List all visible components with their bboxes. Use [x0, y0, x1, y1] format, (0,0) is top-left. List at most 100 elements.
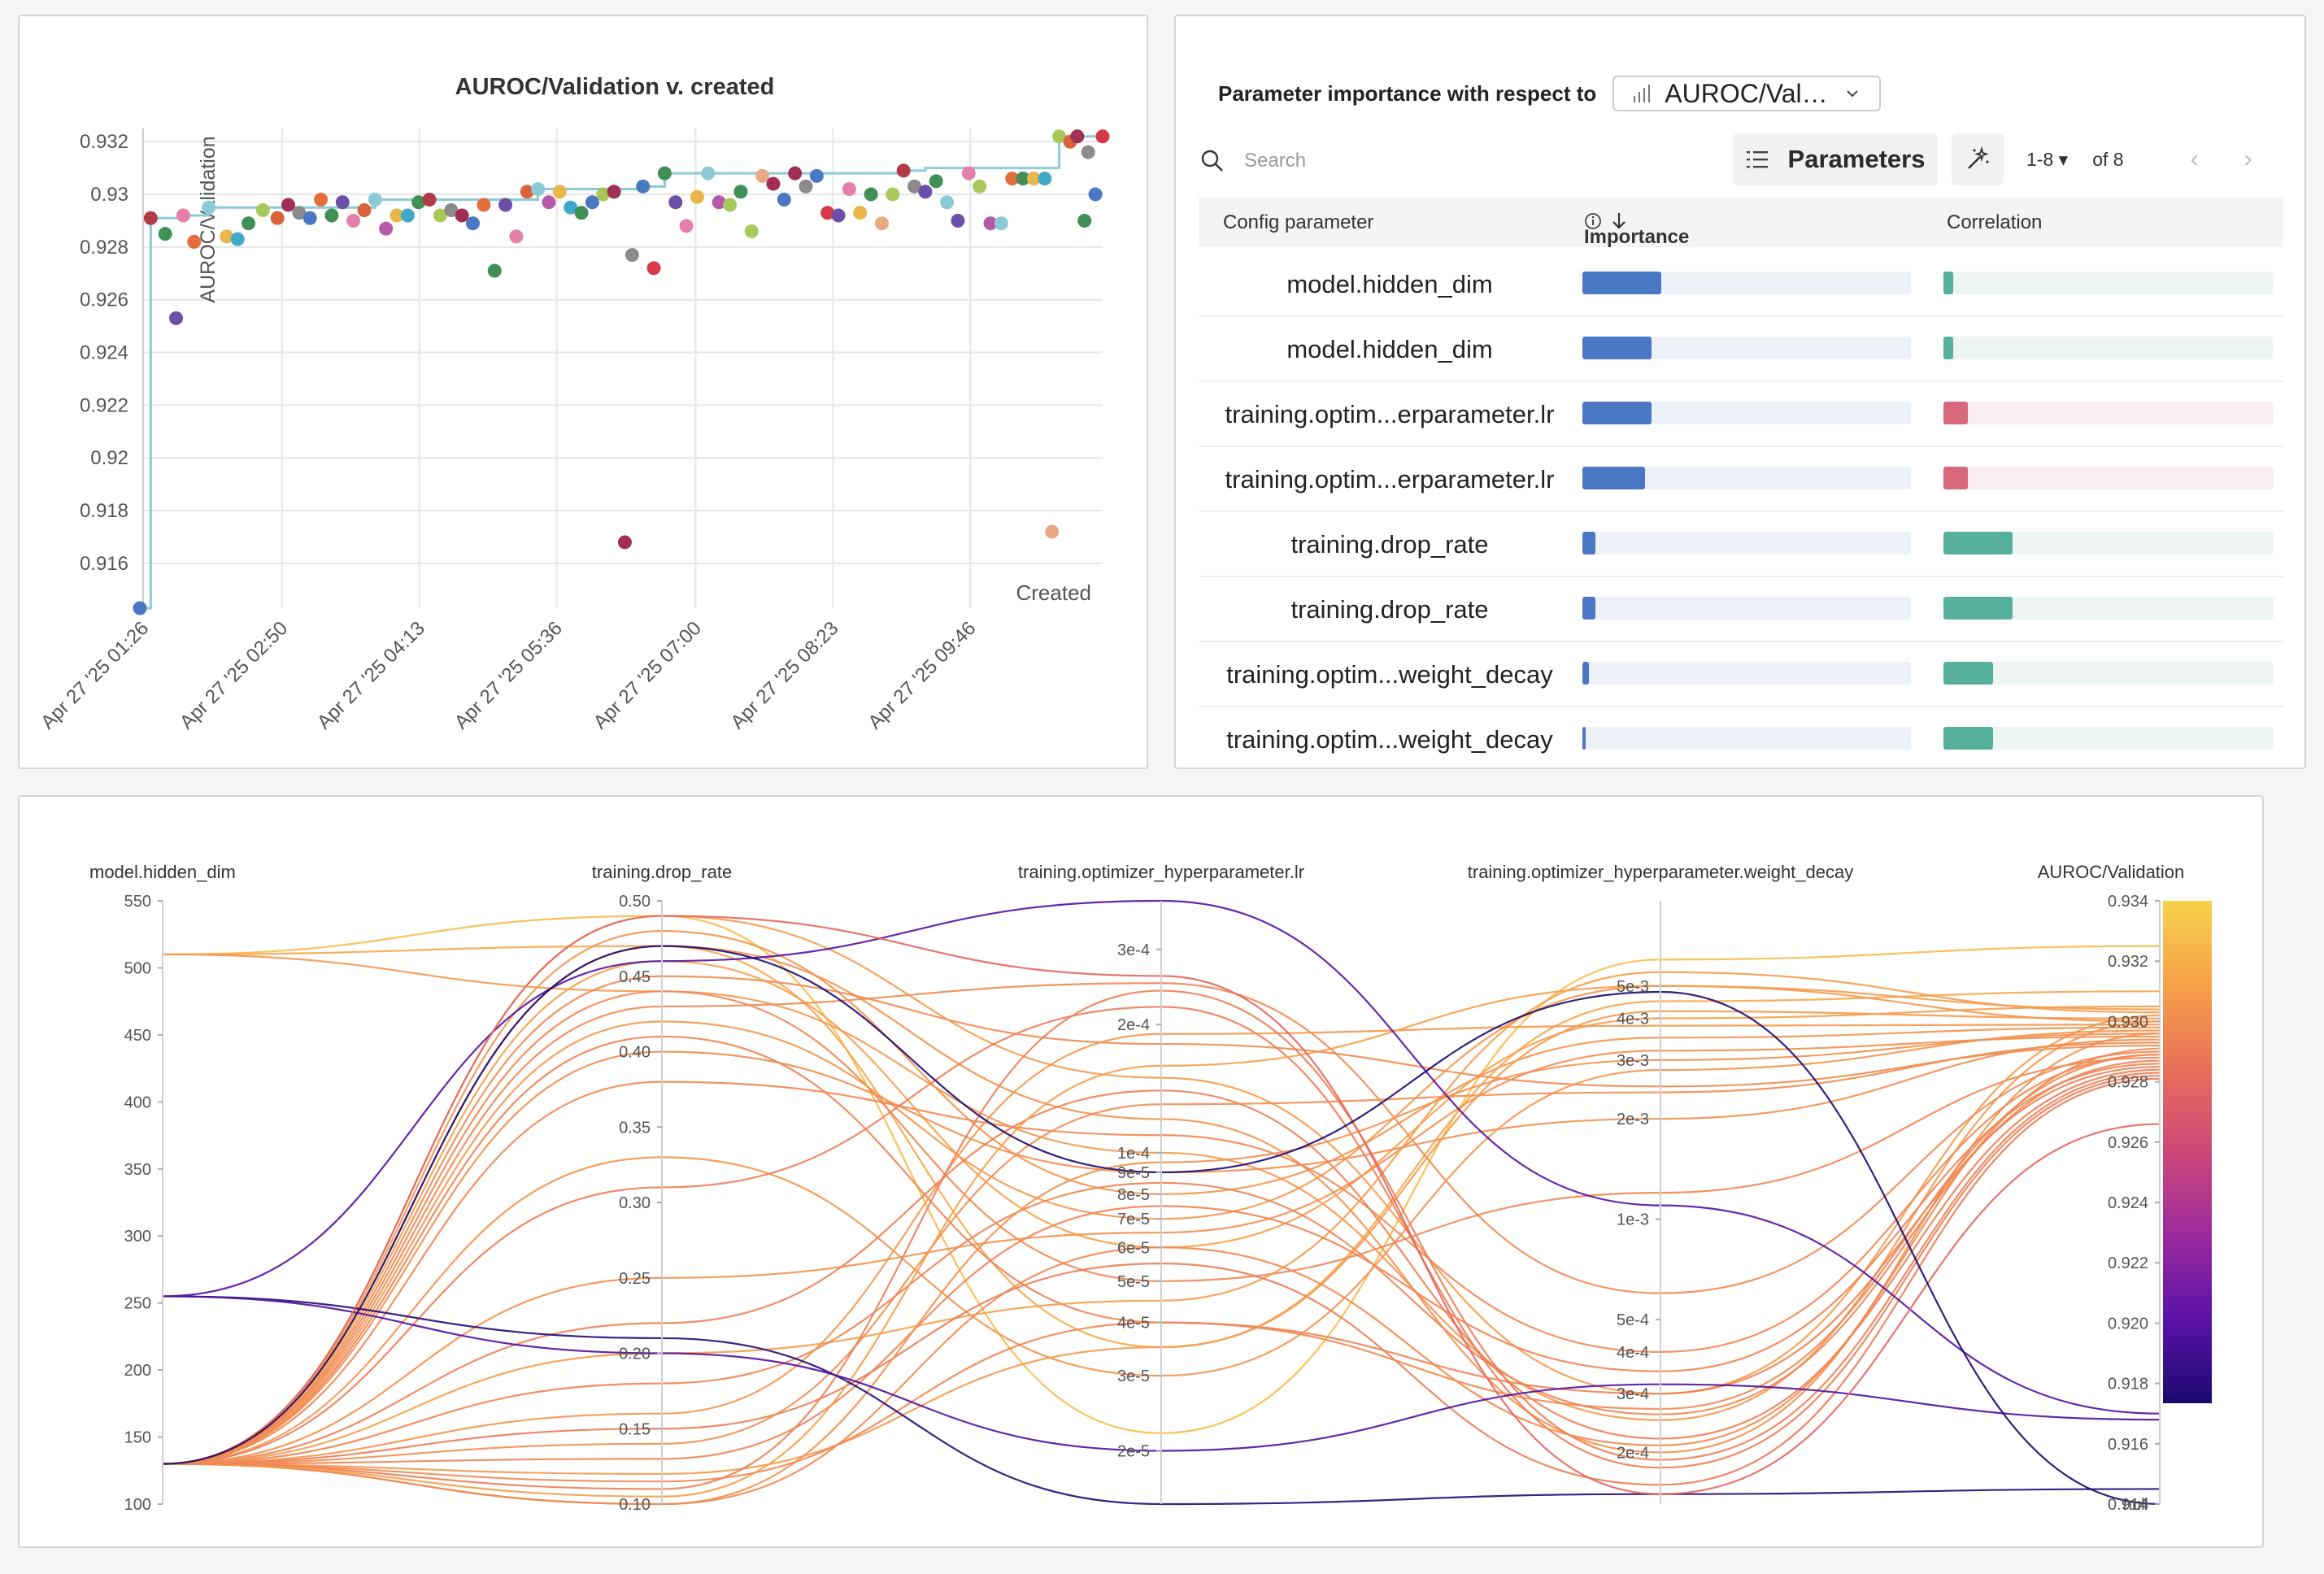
correlation-bar	[1943, 727, 1993, 750]
run-point	[400, 208, 415, 223]
axis-title: training.optimizer_hyperparameter.lr	[1018, 862, 1304, 882]
run-line	[162, 971, 2161, 1465]
run-line	[162, 1054, 2161, 1483]
run-point	[766, 176, 781, 191]
run-line	[162, 1006, 2161, 1469]
run-line	[162, 1038, 2161, 1465]
importance-bar	[1582, 402, 1652, 424]
run-point	[994, 216, 1008, 231]
importance-row[interactable]: training.optim...weight_decay	[1199, 644, 2283, 707]
y-tick-label: 0.928	[80, 237, 128, 259]
parallel-axis: training.optimizer_hyperparameter.lr 3e-4…	[1018, 862, 1304, 1504]
axis-tick-label: 250	[124, 1295, 151, 1313]
info-icon[interactable]	[1584, 212, 1602, 230]
importance-row[interactable]: training.optim...weight_decay	[1199, 709, 2283, 772]
correlation-bar-track	[1943, 337, 2274, 359]
run-point	[585, 195, 599, 210]
importance-row[interactable]: training.drop_rate	[1199, 514, 2283, 577]
axis-tick-label: 0.926	[2108, 1134, 2148, 1152]
run-point	[176, 208, 190, 223]
metric-select[interactable]: AUROC/Validat...	[1612, 76, 1882, 111]
axis-tick-label: 2e-5	[1117, 1442, 1150, 1460]
axis-tick-label: 1e-3	[1617, 1211, 1649, 1229]
axis-tick-label: 550	[124, 893, 151, 911]
run-line	[162, 1059, 2161, 1465]
col-config-parameter[interactable]: Config parameter	[1223, 211, 1374, 233]
importance-bar	[1582, 467, 1645, 489]
scatter-panel: AUROC/Validation v. created 0.932 0.93 0.92…	[18, 15, 1148, 769]
run-point	[831, 208, 846, 223]
importance-toolbar: Parameters 1-8 ▾ of 8 ‹ ›	[1200, 133, 2282, 189]
list-icon	[1746, 151, 1768, 168]
importance-row[interactable]: training.optim...erparameter.lr	[1199, 384, 2283, 447]
y-tick-label: 0.922	[80, 394, 128, 416]
importance-row[interactable]: model.hidden_dim	[1199, 319, 2283, 382]
run-point	[444, 202, 459, 217]
axis-tick-label: 350	[124, 1161, 151, 1179]
sort-arrow-down-icon[interactable]	[1610, 211, 1628, 231]
run-point	[335, 195, 350, 210]
importance-bar-track	[1582, 532, 1911, 554]
next-page-button[interactable]: ›	[2243, 146, 2252, 172]
run-point	[1052, 129, 1067, 144]
page-range-select[interactable]: 1-8 ▾	[2026, 148, 2069, 170]
axis-tick-label: 0.928	[2108, 1074, 2148, 1092]
axis-tick-label: 4e-4	[1617, 1344, 1649, 1362]
importance-row[interactable]: training.drop_rate	[1199, 579, 2283, 642]
auto-select-button[interactable]	[1952, 133, 2004, 185]
axis-tick-label: 2e-4	[1617, 1444, 1649, 1462]
importance-bar	[1582, 532, 1596, 554]
run-point	[983, 216, 998, 231]
axis-tick-label: 0.914	[2108, 1496, 2148, 1514]
importance-header: Parameter importance with respect to AUR…	[1218, 73, 1882, 114]
run-point	[596, 187, 611, 202]
metric-select-value: AUROC/Validat...	[1665, 78, 1832, 108]
importance-row[interactable]: model.hidden_dim	[1199, 254, 2283, 317]
run-point	[270, 211, 285, 225]
run-point	[777, 193, 791, 207]
axis-tick-label: 150	[124, 1429, 151, 1447]
run-point	[302, 211, 317, 225]
run-point	[368, 193, 382, 207]
run-point	[918, 185, 933, 199]
y-tick-label: 0.916	[80, 553, 128, 575]
importance-rows: model.hidden_dim model.hidden_dim training…	[1199, 254, 2283, 774]
chart-title: AUROC/Validation v. created	[455, 74, 775, 100]
y-tick-label: 0.932	[80, 131, 128, 153]
run-line	[162, 1029, 2161, 1465]
run-line	[162, 990, 2161, 1465]
parameters-button[interactable]: Parameters	[1733, 133, 1938, 185]
run-line	[162, 985, 2161, 1498]
run-point	[498, 198, 513, 212]
run-point	[690, 189, 704, 204]
run-point	[433, 208, 447, 223]
y-axis-label: AUROC/Validation	[197, 136, 220, 302]
y-tick-label: 0.92	[90, 447, 128, 469]
run-point	[617, 535, 632, 550]
search-input[interactable]	[1243, 149, 1571, 173]
x-tick-label: Apr 27 '25 05:36	[450, 617, 567, 733]
run-line	[162, 1035, 2161, 1465]
search-wrap	[1200, 133, 1571, 189]
run-point	[324, 208, 339, 223]
parameter-importance-panel: Parameter importance with respect to AUR…	[1174, 15, 2306, 772]
axis-tick-label: 0.20	[619, 1346, 651, 1363]
run-line	[162, 989, 2161, 1490]
importance-row[interactable]: training.optim...erparameter.lr	[1199, 449, 2283, 512]
axis-tick-label: 450	[124, 1027, 151, 1045]
bar-chart-icon	[1634, 85, 1651, 102]
correlation-bar-track	[1943, 597, 2274, 620]
run-point	[281, 198, 295, 212]
importance-bar-track	[1582, 272, 1911, 294]
prev-page-button[interactable]: ‹	[2190, 146, 2199, 172]
run-point	[1088, 187, 1103, 202]
run-line	[162, 1047, 2161, 1506]
col-importance[interactable]: Importance	[1584, 211, 1689, 248]
axis-tick-label: 300	[124, 1228, 151, 1246]
run-point	[477, 198, 491, 212]
axis-tick-label: 6e-5	[1117, 1239, 1150, 1257]
col-correlation[interactable]: Correlation	[1947, 211, 2043, 233]
run-point	[255, 202, 270, 217]
correlation-bar-track	[1943, 532, 2274, 554]
axis-tick-label: 9e-5	[1117, 1164, 1150, 1182]
